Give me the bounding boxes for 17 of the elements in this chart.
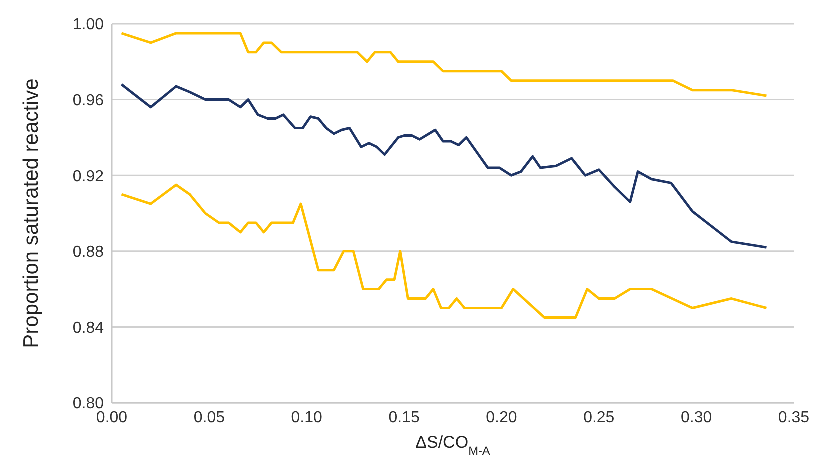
y-axis-title: Proportion saturated reactive (20, 78, 43, 348)
y-tick-label: 0.92 (72, 168, 104, 186)
y-tick-label: 0.88 (72, 244, 104, 262)
x-tick-label: 0.15 (388, 409, 420, 426)
x-tick-label: 0.05 (194, 409, 226, 426)
x-tick-label: 0.10 (291, 409, 323, 426)
line-series (120, 32, 768, 98)
x-axis-title: ΔS/CO$_{M-A}$ (416, 433, 490, 458)
x-tick-label: 0.20 (486, 409, 518, 426)
y-tick-label: 0.96 (72, 92, 104, 110)
y-tick-label: 0.84 (72, 320, 104, 337)
y-tick-label: 1.00 (72, 16, 104, 34)
x-tick-label: 0.35 (778, 409, 810, 426)
x-tick-label: 0.30 (681, 409, 712, 426)
line-series (120, 184, 768, 319)
line-series (120, 83, 768, 249)
x-tick-label: 0.25 (584, 409, 615, 426)
